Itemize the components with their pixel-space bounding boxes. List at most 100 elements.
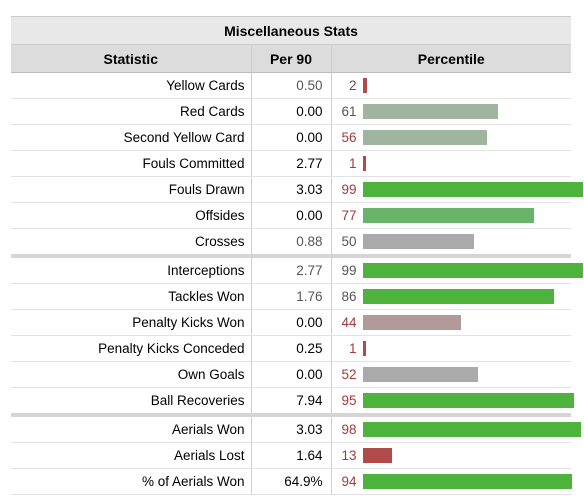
per90-cell: 1.64: [251, 442, 332, 469]
column-header-percentile[interactable]: Percentile: [331, 44, 572, 73]
table-row: Penalty Kicks Won 0.00 44: [11, 309, 572, 336]
per90-cell: 0.88: [251, 228, 332, 257]
table-row: Red Cards 0.00 61: [11, 98, 572, 125]
per90-cell: 0.00: [251, 361, 332, 388]
table-row: Offsides 0.00 77: [11, 202, 572, 229]
percentile-bar: [362, 156, 366, 171]
table-row: Ball Recoveries 7.94 95: [11, 387, 574, 416]
percentile-bar: [362, 367, 478, 382]
table-row: Fouls Drawn 3.03 99: [11, 176, 583, 203]
percentile-bar: [362, 448, 392, 463]
percentile-bar: [362, 263, 583, 278]
percentile-cell: 99: [331, 176, 583, 203]
percentile-value: 13: [341, 448, 357, 463]
percentile-cell: 2: [331, 72, 572, 99]
percentile-cell: 13: [331, 442, 572, 469]
percentile-cell: 95: [331, 387, 574, 416]
percentile-value: 98: [341, 422, 357, 437]
table-row: Own Goals 0.00 52: [11, 361, 572, 388]
percentile-bar: [362, 78, 367, 93]
percentile-bar: [362, 130, 487, 145]
percentile-bar: [362, 341, 366, 356]
table-body: Yellow Cards 0.50 2 Red Cards 0.00 61 Second Y…: [11, 72, 583, 495]
stat-name-cell: Aerials Won: [11, 413, 252, 443]
stat-name-cell: Crosses: [11, 228, 252, 257]
percentile-bar: [362, 104, 498, 119]
percentile-cell: 86: [331, 283, 572, 310]
percentile-bar: [362, 315, 461, 330]
percentile-bar: [362, 393, 574, 408]
percentile-bar: [362, 474, 572, 489]
percentile-bar: [362, 182, 583, 197]
per90-cell: 3.03: [251, 176, 332, 203]
per90-cell: 0.25: [251, 335, 332, 362]
stat-name-cell: Offsides: [11, 202, 252, 229]
table-caption: Miscellaneous Stats: [11, 16, 572, 45]
percentile-bar: [362, 208, 534, 223]
table-caption-row: Miscellaneous Stats: [11, 16, 572, 45]
per90-cell: 0.00: [251, 124, 332, 151]
percentile-cell: 52: [331, 361, 572, 388]
per90-cell: 1.76: [251, 283, 332, 310]
per90-cell: 64.9%: [251, 468, 332, 495]
percentile-cell: 61: [331, 98, 572, 125]
per90-cell: 0.50: [251, 72, 332, 99]
percentile-cell: 94: [331, 468, 572, 495]
stat-name-cell: Ball Recoveries: [11, 387, 252, 416]
table-row: Aerials Won 3.03 98: [11, 413, 581, 443]
percentile-cell: 99: [331, 254, 583, 284]
table-row: Interceptions 2.77 99: [11, 254, 583, 284]
table-row: Yellow Cards 0.50 2: [11, 72, 572, 99]
percentile-value: 95: [341, 393, 357, 408]
table-header-row: Statistic Per 90 Percentile: [11, 44, 572, 73]
percentile-cell: 98: [331, 413, 581, 443]
percentile-value: 1: [348, 156, 357, 171]
percentile-cell: 56: [331, 124, 572, 151]
stat-name-cell: Penalty Kicks Conceded: [11, 335, 252, 362]
per90-cell: 2.77: [251, 150, 332, 177]
percentile-bar: [362, 289, 554, 304]
table-row: Crosses 0.88 50: [11, 228, 572, 257]
percentile-value: 77: [341, 208, 357, 223]
percentile-cell: 1: [331, 335, 572, 362]
per90-cell: 2.77: [251, 254, 332, 284]
percentile-bar: [362, 422, 581, 437]
table-row: % of Aerials Won 64.9% 94: [11, 468, 572, 495]
stat-name-cell: Second Yellow Card: [11, 124, 252, 151]
stat-name-cell: Aerials Lost: [11, 442, 252, 469]
per90-cell: 3.03: [251, 413, 332, 443]
per90-cell: 7.94: [251, 387, 332, 416]
percentile-cell: 77: [331, 202, 572, 229]
percentile-value: 44: [341, 315, 357, 330]
percentile-value: 86: [341, 289, 357, 304]
stat-name-cell: Own Goals: [11, 361, 252, 388]
stat-name-cell: Fouls Drawn: [11, 176, 252, 203]
percentile-value: 1: [348, 341, 357, 356]
percentile-value: 52: [341, 367, 357, 382]
table-row: Aerials Lost 1.64 13: [11, 442, 572, 469]
percentile-bar: [362, 234, 474, 249]
percentile-value: 2: [348, 78, 357, 93]
per90-cell: 0.00: [251, 98, 332, 125]
misc-stats-table-container: Miscellaneous Stats Statistic Per 90 Per…: [11, 16, 583, 495]
percentile-value: 99: [341, 263, 357, 278]
percentile-cell: 44: [331, 309, 572, 336]
stat-name-cell: % of Aerials Won: [11, 468, 252, 495]
per90-cell: 0.00: [251, 309, 332, 336]
stat-name-cell: Red Cards: [11, 98, 252, 125]
table-row: Second Yellow Card 0.00 56: [11, 124, 572, 151]
stat-name-cell: Penalty Kicks Won: [11, 309, 252, 336]
table-row: Tackles Won 1.76 86: [11, 283, 572, 310]
percentile-cell: 50: [331, 228, 572, 257]
percentile-value: 61: [341, 104, 357, 119]
column-header-statistic[interactable]: Statistic: [11, 44, 252, 73]
table-row: Penalty Kicks Conceded 0.25 1: [11, 335, 572, 362]
percentile-value: 94: [341, 474, 357, 489]
misc-stats-table: Miscellaneous Stats Statistic Per 90 Per…: [11, 16, 583, 495]
column-header-per90[interactable]: Per 90: [251, 44, 332, 73]
stat-name-cell: Tackles Won: [11, 283, 252, 310]
percentile-cell: 1: [331, 150, 572, 177]
percentile-value: 99: [341, 182, 357, 197]
per90-cell: 0.00: [251, 202, 332, 229]
stat-name-cell: Interceptions: [11, 254, 252, 284]
